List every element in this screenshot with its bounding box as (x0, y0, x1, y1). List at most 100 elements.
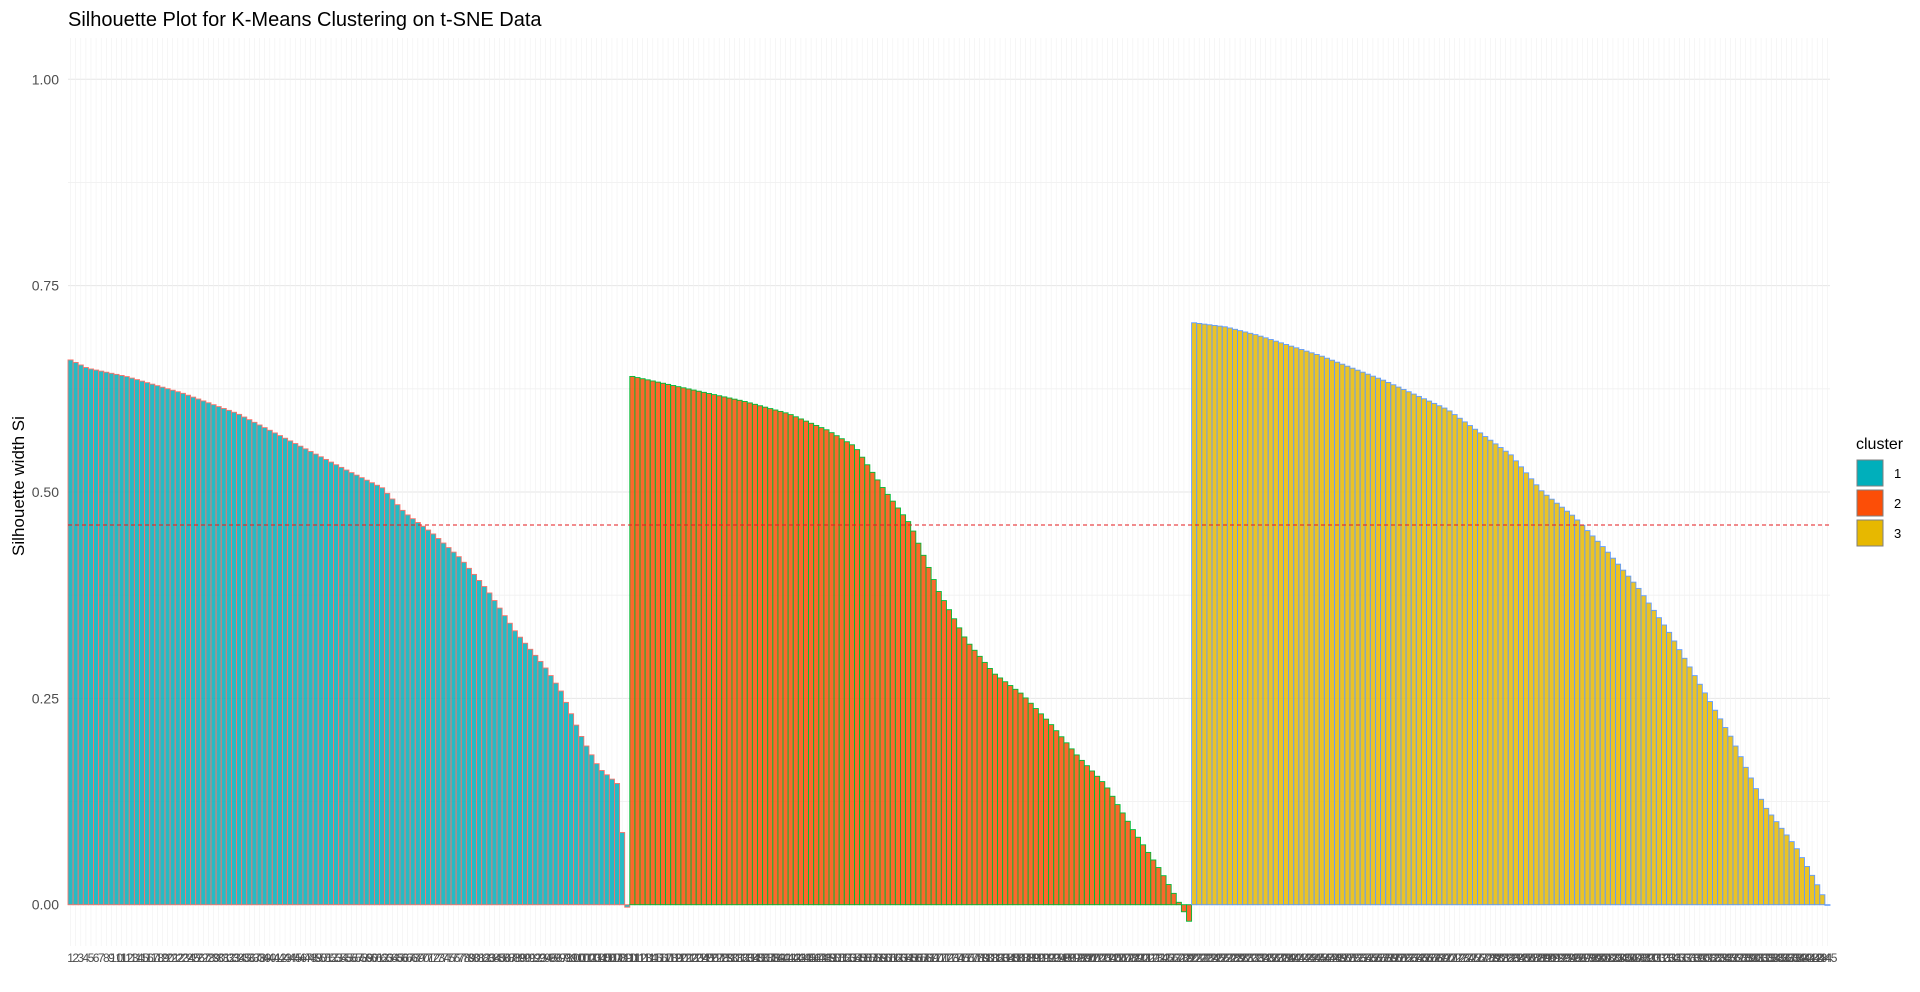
silhouette-bar-cluster-3 (1543, 494, 1550, 906)
x-tick-label: 85 (493, 951, 507, 965)
silhouette-bar-cluster-3 (1518, 466, 1525, 906)
x-tick-label: 131 (724, 951, 744, 965)
silhouette-bar-cluster-2 (721, 396, 728, 906)
x-tick-label: 5 (88, 951, 95, 965)
silhouette-bar-cluster-3 (1809, 874, 1816, 906)
silhouette-bar-cluster-2 (649, 380, 656, 906)
silhouette-bar-cluster-3 (1364, 373, 1371, 906)
x-tick-label: 50 (314, 951, 328, 965)
silhouette-bar-cluster-3 (1247, 332, 1254, 906)
silhouette-bar-cluster-3 (1579, 524, 1586, 906)
x-tick-label: 113 (633, 951, 652, 965)
x-tick-label: 16 (140, 951, 154, 965)
silhouette-bar-cluster-1 (307, 451, 314, 906)
silhouette-bar-cluster-2 (746, 402, 753, 906)
silhouette-bar-cluster-3 (1487, 439, 1494, 906)
x-tick-label: 101 (571, 951, 591, 965)
x-tick-label: 297 (1572, 951, 1592, 965)
silhouette-bar-cluster-3 (1696, 683, 1703, 906)
x-tick-label: 323 (1705, 951, 1725, 965)
silhouette-bar-cluster-1 (389, 498, 396, 906)
silhouette-bar-cluster-1 (501, 615, 508, 906)
silhouette-bar-cluster-3 (1804, 866, 1811, 906)
x-tick-label: 86 (498, 951, 512, 965)
silhouette-bar-cluster-2 (762, 406, 769, 906)
silhouette-bar-cluster-1 (215, 406, 222, 906)
silhouette-bar-cluster-2 (1007, 685, 1014, 906)
x-tick-label: 139 (765, 951, 785, 965)
silhouette-bar-cluster-1 (174, 391, 181, 906)
silhouette-bar-cluster-2 (1099, 781, 1106, 906)
x-tick-label: 327 (1726, 951, 1746, 965)
silhouette-bar-cluster-1 (190, 396, 197, 906)
x-tick-label: 192 (1036, 951, 1056, 965)
silhouette-bar-cluster-2 (905, 521, 912, 906)
silhouette-bar-cluster-1 (287, 440, 294, 906)
x-tick-label: 67 (401, 951, 415, 965)
x-tick-label: 1 (67, 951, 74, 965)
silhouette-bar-cluster-2 (997, 677, 1004, 906)
silhouette-bar-cluster-2 (726, 397, 733, 906)
silhouette-bar-cluster-2 (848, 444, 855, 906)
x-tick-label: 77 (452, 951, 466, 965)
x-tick-label: 325 (1715, 951, 1735, 965)
x-tick-label: 155 (847, 951, 867, 965)
x-tick-label: 138 (760, 951, 780, 965)
x-tick-label: 76 (447, 951, 461, 965)
x-tick-label: 330 (1741, 951, 1761, 965)
silhouette-bar-cluster-2 (1022, 697, 1029, 906)
x-tick-label: 196 (1056, 951, 1076, 965)
silhouette-bar-cluster-3 (1676, 649, 1683, 906)
silhouette-bar-cluster-2 (879, 487, 886, 906)
silhouette-bar-cluster-3 (1472, 428, 1479, 906)
silhouette-bar-cluster-2 (1088, 770, 1096, 906)
silhouette-bar-cluster-1 (583, 745, 590, 906)
silhouette-bar-cluster-1 (379, 487, 386, 906)
x-tick-label: 313 (1654, 951, 1674, 965)
silhouette-bar-cluster-3 (1502, 450, 1509, 906)
x-tick-label: 256 (1363, 951, 1383, 965)
x-tick-label: 247 (1317, 951, 1337, 965)
silhouette-bar-cluster-1 (317, 456, 324, 906)
silhouette-bar-cluster-3 (1589, 535, 1596, 906)
x-tick-label: 235 (1256, 951, 1276, 965)
x-tick-label: 169 (919, 951, 939, 965)
y-axis-label: Silhouette width Si (9, 416, 28, 556)
x-tick-label: 333 (1756, 951, 1776, 965)
silhouette-bar-cluster-2 (843, 441, 850, 906)
x-tick-label: 121 (673, 951, 693, 965)
silhouette-bar-cluster-1 (185, 394, 192, 906)
silhouette-bar-cluster-3 (1512, 460, 1519, 906)
x-tick-label: 234 (1251, 951, 1271, 965)
x-tick-label: 269 (1429, 951, 1449, 965)
x-tick-label: 261 (1388, 951, 1408, 965)
x-tick-label: 149 (816, 951, 836, 965)
x-tick-label: 282 (1496, 951, 1516, 965)
silhouette-bar-cluster-2 (1186, 904, 1193, 922)
silhouette-bar-cluster-2 (1175, 901, 1182, 906)
silhouette-bar-cluster-2 (731, 398, 738, 906)
x-tick-label: 61 (370, 951, 384, 965)
x-tick-label: 255 (1358, 951, 1378, 965)
x-tick-label: 343 (1807, 951, 1827, 965)
x-tick-label: 328 (1731, 951, 1751, 965)
x-tick-label: 175 (949, 951, 969, 965)
x-tick-label: 105 (592, 951, 612, 965)
x-tick-label: 318 (1680, 951, 1700, 965)
silhouette-bar-cluster-3 (1661, 624, 1668, 906)
silhouette-bar-cluster-1 (476, 580, 483, 906)
y-tick-label: 1.00 (32, 71, 59, 87)
x-tick-label: 158 (862, 951, 882, 965)
x-tick-label: 8 (103, 951, 110, 965)
x-tick-label: 15 (135, 951, 149, 965)
silhouette-bar-cluster-3 (1666, 631, 1673, 906)
silhouette-bar-cluster-3 (1574, 519, 1581, 906)
silhouette-bar-cluster-2 (1037, 713, 1044, 906)
x-tick-label: 23 (176, 951, 190, 965)
x-tick-label: 226 (1210, 951, 1230, 965)
x-tick-label: 171 (929, 951, 949, 965)
silhouette-bar-cluster-2 (894, 507, 901, 906)
x-tick-label: 289 (1531, 951, 1551, 965)
silhouette-bar-cluster-3 (1594, 540, 1601, 906)
